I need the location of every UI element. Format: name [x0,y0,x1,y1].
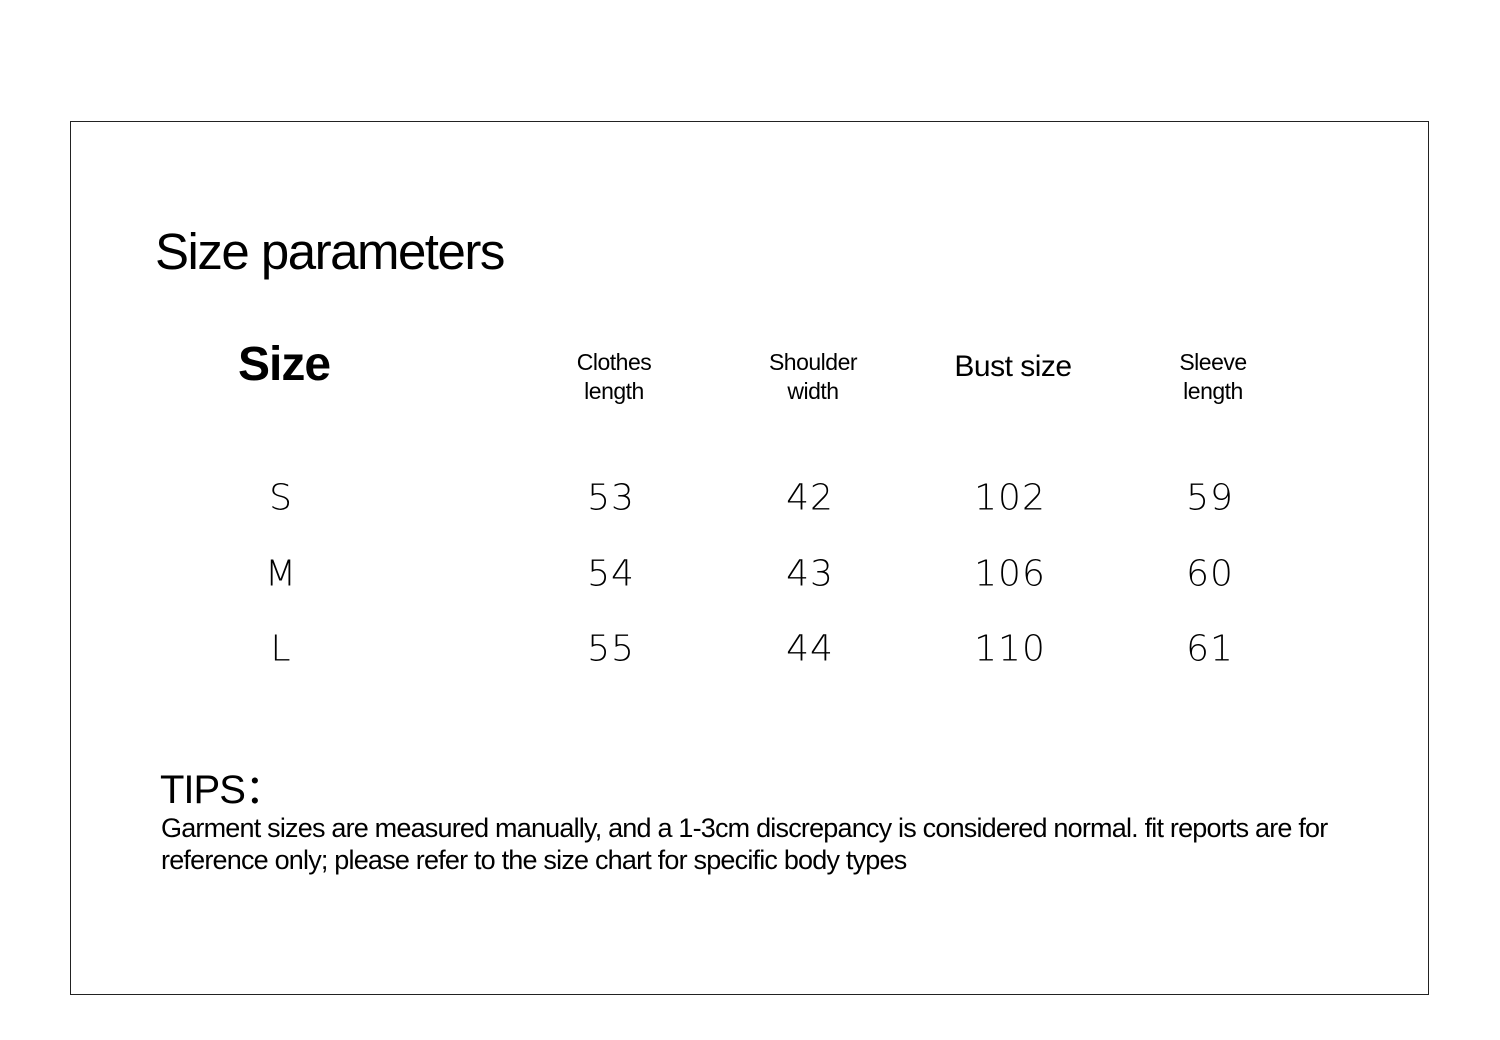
page-title: Size parameters [155,223,505,280]
measurement-cell: 53 [587,477,635,519]
measurement-cell: 43 [786,553,834,595]
measurement-cell: 102 [974,477,1046,519]
measurement-cell: 60 [1186,553,1234,595]
column-header: Sleeve length [1179,349,1247,404]
measurement-cell: 106 [974,553,1046,595]
column-header: Shoulder width [768,349,858,404]
column-header: Bust size [954,350,1072,383]
size-label-cell: M [264,553,298,595]
size-label-cell: S [269,477,293,519]
tips-text: Garment sizes are measured manually, and… [161,813,1328,875]
measurement-cell: 55 [587,628,635,670]
size-label-cell: L [270,628,292,670]
measurement-cell: 61 [1186,628,1234,670]
measurement-cell: 44 [786,628,834,670]
column-header: Size [237,338,331,391]
size-chart-frame [70,121,1429,995]
tips-label: TIPS： [160,768,285,812]
measurement-cell: 110 [974,628,1046,670]
measurement-cell: 54 [587,553,635,595]
measurement-cell: 42 [786,477,834,519]
measurement-cell: 59 [1186,477,1234,519]
column-header: Clothes length [576,349,652,404]
